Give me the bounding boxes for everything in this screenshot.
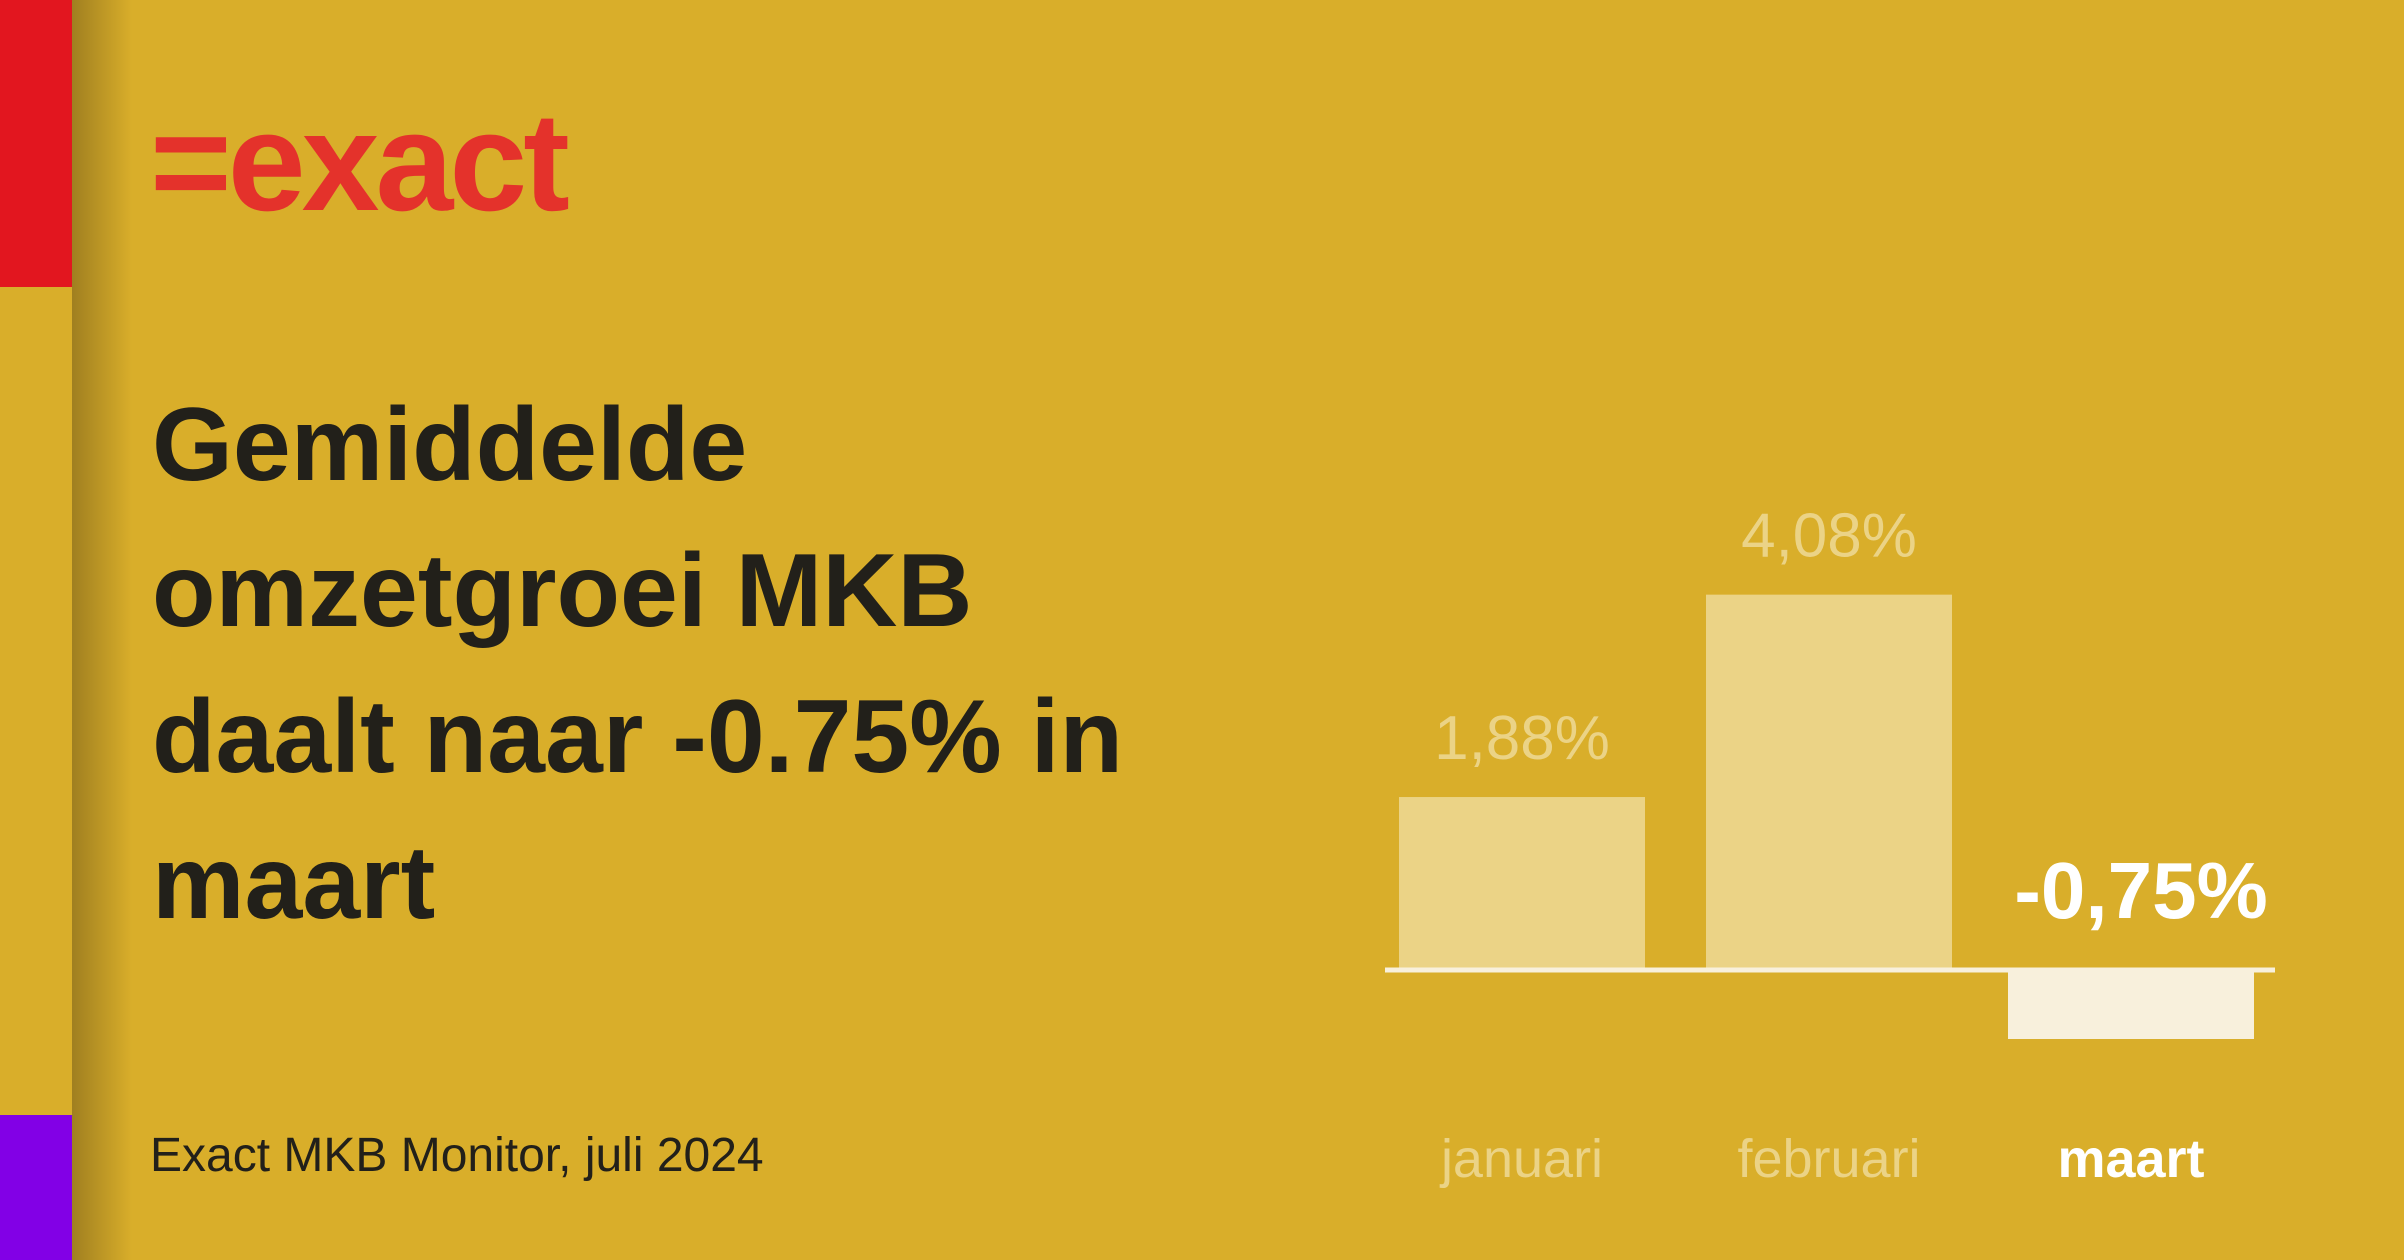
value-label: 1,88%: [1434, 704, 1610, 773]
x-tick-label: januari: [1439, 1129, 1603, 1189]
value-label: -0,75%: [2014, 846, 2267, 935]
bar: [1706, 594, 1952, 970]
x-tick-label: maart: [2057, 1129, 2204, 1189]
logo: =exact: [150, 83, 570, 240]
source: Exact MKB Monitor, juli 2024: [150, 1129, 764, 1182]
shadow: [72, 0, 132, 1260]
side-strip: [0, 0, 72, 1260]
bar: [2008, 970, 2254, 1039]
bar: [1399, 797, 1645, 970]
chart-title: Gemiddelde omzetgroei MKB daalt naar -0.…: [152, 387, 1124, 941]
x-tick-label: februari: [1737, 1129, 1920, 1189]
value-label: 4,08%: [1741, 502, 1917, 571]
